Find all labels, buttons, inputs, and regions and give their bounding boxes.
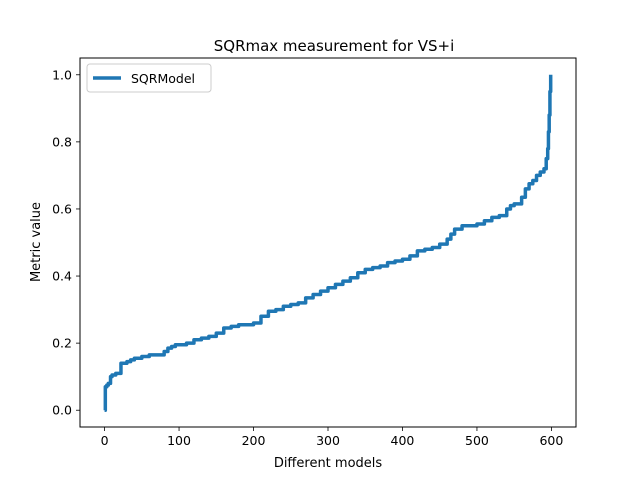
y-tick-label: 0.6 [52,201,72,216]
chart-title: SQRmax measurement for VS+i [214,37,455,55]
legend-label-sqrmodel: SQRModel [131,71,195,86]
y-axis: 0.0 0.2 0.4 0.6 0.8 1.0 [52,67,80,418]
y-tick-label: 1.0 [52,67,72,82]
y-tick-label: 0.4 [52,269,72,284]
y-axis-label: Metric value [29,202,44,282]
x-tick-label: 100 [167,433,191,448]
x-axis: 0 100 200 300 400 500 600 [101,427,563,448]
x-tick-label: 500 [465,433,489,448]
plot-area [103,74,553,412]
y-tick-label: 0.8 [52,134,72,149]
x-axis-label: Different models [274,456,383,471]
plot-frame [79,57,577,428]
legend-box [86,63,212,93]
x-tick-label: 300 [316,433,340,448]
y-tick-label: 0.0 [52,403,72,418]
y-tick-label: 0.2 [52,336,72,351]
x-tick-label: 200 [242,433,266,448]
x-tick-label: 0 [101,433,109,448]
x-tick-label: 600 [539,433,563,448]
legend: SQRModel [86,63,212,93]
x-tick-label: 400 [391,433,415,448]
series-line-sqrmodel [103,74,553,412]
